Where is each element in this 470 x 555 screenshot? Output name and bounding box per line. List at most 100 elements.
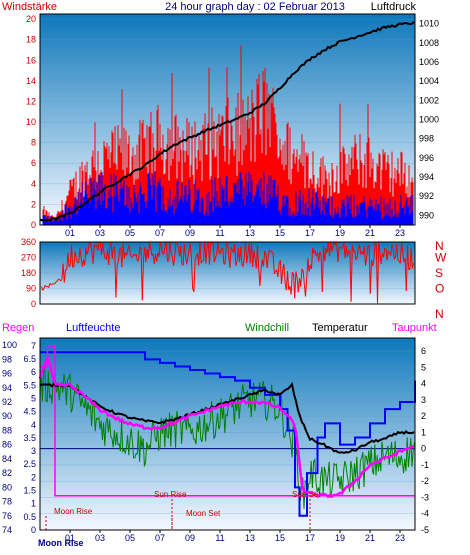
- hour-tick-label: 07: [155, 228, 165, 238]
- rain-tick-label: 1.5: [23, 486, 36, 496]
- panel-wind-pressure-frame: [39, 13, 416, 226]
- wind-tick-label: 2: [31, 199, 36, 209]
- wind-direction-segment: [337, 247, 340, 262]
- wind-direction-segment: [269, 249, 272, 252]
- rain-tick-label: 3.5: [23, 433, 36, 443]
- wind-direction-segment: [209, 241, 212, 265]
- wind-direction-segment: [245, 241, 248, 264]
- wind-direction-segment: [267, 249, 270, 255]
- wind-tick-label: 18: [26, 35, 36, 45]
- wind-direction-segment: [97, 241, 100, 251]
- temperature-tick-label: -5: [421, 525, 429, 535]
- wind-direction-segment: [396, 244, 399, 260]
- wind-direction-segment: [117, 249, 120, 262]
- wind-direction-segment: [159, 241, 162, 248]
- rain-tick-label: 6.5: [23, 354, 36, 364]
- wind-direction-segment: [54, 281, 57, 285]
- wind-direction-segment: [90, 244, 93, 252]
- wind-tick-label: 12: [26, 96, 36, 106]
- wind-direction-segment: [291, 271, 294, 275]
- wind-direction-segment: [345, 245, 348, 257]
- temperature-tick-label: 4: [421, 379, 426, 389]
- wind-direction-segment: [189, 243, 192, 261]
- rain-tick-label: 4.5: [23, 407, 36, 417]
- wind-direction-segment: [264, 250, 267, 255]
- event-label: Moon Set: [186, 509, 221, 518]
- hour-tick-label: 23: [395, 533, 405, 543]
- wind-direction-segment: [252, 250, 255, 267]
- windchill-axis-label: Windchill: [245, 322, 289, 334]
- wind-direction-segment: [411, 263, 414, 269]
- rain-line: [40, 345, 415, 497]
- wind-direction-segment: [330, 241, 333, 252]
- hour-tick-label: 01: [65, 228, 75, 238]
- wind-direction-segment: [186, 257, 189, 265]
- wind-direction-segment: [165, 241, 168, 262]
- wind-direction-segment: [272, 253, 275, 274]
- wind-direction-segment: [194, 255, 197, 260]
- wind-direction-segment: [384, 247, 387, 250]
- rain-tick-label: 0.5: [23, 512, 36, 522]
- wind-direction-segment: [393, 256, 396, 260]
- pressure-tick-label: 1002: [419, 95, 439, 105]
- pressure-line: [39, 21, 415, 222]
- wind-direction-segment: [108, 243, 111, 266]
- wind-direction-segment: [377, 241, 380, 304]
- compass-label: N: [435, 239, 444, 253]
- moon-rise-bottom-label: Moon Rise: [38, 538, 84, 548]
- wind-direction-segment: [175, 241, 178, 245]
- pressure-tick-label: 1008: [419, 38, 439, 48]
- humidity-tick-label: 88: [2, 425, 12, 435]
- hour-tick-label: 17: [305, 533, 315, 543]
- wind-direction-segment: [115, 265, 118, 298]
- wind-direction-segment: [174, 242, 177, 258]
- wind-direction-segment: [222, 248, 225, 265]
- wind-direction-segment: [161, 247, 164, 255]
- wind-direction-segment: [355, 257, 358, 260]
- hour-tick-label: 15: [275, 533, 285, 543]
- event-label: Sun Rise: [154, 490, 187, 499]
- humidity-tick-label: 76: [2, 511, 12, 521]
- wind-direction-segment: [121, 243, 124, 268]
- wind-direction-segment: [306, 258, 309, 279]
- wind-direction-segment: [170, 252, 173, 257]
- wind-axis-label: Windstärke: [2, 1, 57, 13]
- wind-direction-segment: [219, 248, 222, 254]
- wind-direction-segment: [253, 250, 256, 259]
- wind-direction-segment: [240, 246, 243, 265]
- humidity-tick-label: 86: [2, 440, 12, 450]
- wind-direction-segment: [126, 249, 129, 256]
- wind-direction-segment: [72, 266, 75, 268]
- hour-tick-label: 03: [95, 533, 105, 543]
- panel-wind-pressure: 0 2 4 6 8 10 12 14 16 18 20 990 992 994 996 998 1000 1002…: [26, 13, 439, 238]
- temperature-axis-label: Temperatur: [312, 322, 368, 334]
- wind-direction-segment: [48, 283, 51, 288]
- hour-tick-label: 13: [245, 533, 255, 543]
- compass-label: O: [435, 282, 444, 296]
- hour-tick-label: 13: [245, 228, 255, 238]
- temperature-tick-label: -3: [421, 492, 429, 502]
- pressure-tick-label: 994: [419, 172, 434, 182]
- wind-direction-segment: [405, 245, 408, 291]
- wind-tick-label: 10: [26, 117, 36, 127]
- panel-temperature-humidity-background: [40, 338, 415, 530]
- wind-direction-segment: [397, 259, 400, 262]
- wind-direction-segment: [150, 247, 153, 256]
- temperature-tick-label: -1: [421, 460, 429, 470]
- wind-direction-segment: [163, 245, 166, 255]
- wind-direction-segment: [295, 271, 298, 278]
- rain-tick-label: 3: [31, 446, 36, 456]
- wind-direction-segment: [56, 279, 59, 282]
- hour-tick-label: 09: [185, 228, 195, 238]
- rain-tick-label: 6: [31, 367, 36, 377]
- event-label: Moon Rise: [54, 507, 93, 516]
- wind-direction-segment: [168, 241, 171, 262]
- wind-direction-segment: [390, 244, 393, 256]
- wind-direction-segment: [173, 257, 176, 266]
- temperature-tick-label: -4: [421, 509, 429, 519]
- wind-direction-segment: [74, 251, 77, 258]
- wind-direction-segment: [302, 270, 305, 284]
- wind-direction-segment: [387, 250, 390, 254]
- dewpoint-line: [38, 355, 415, 499]
